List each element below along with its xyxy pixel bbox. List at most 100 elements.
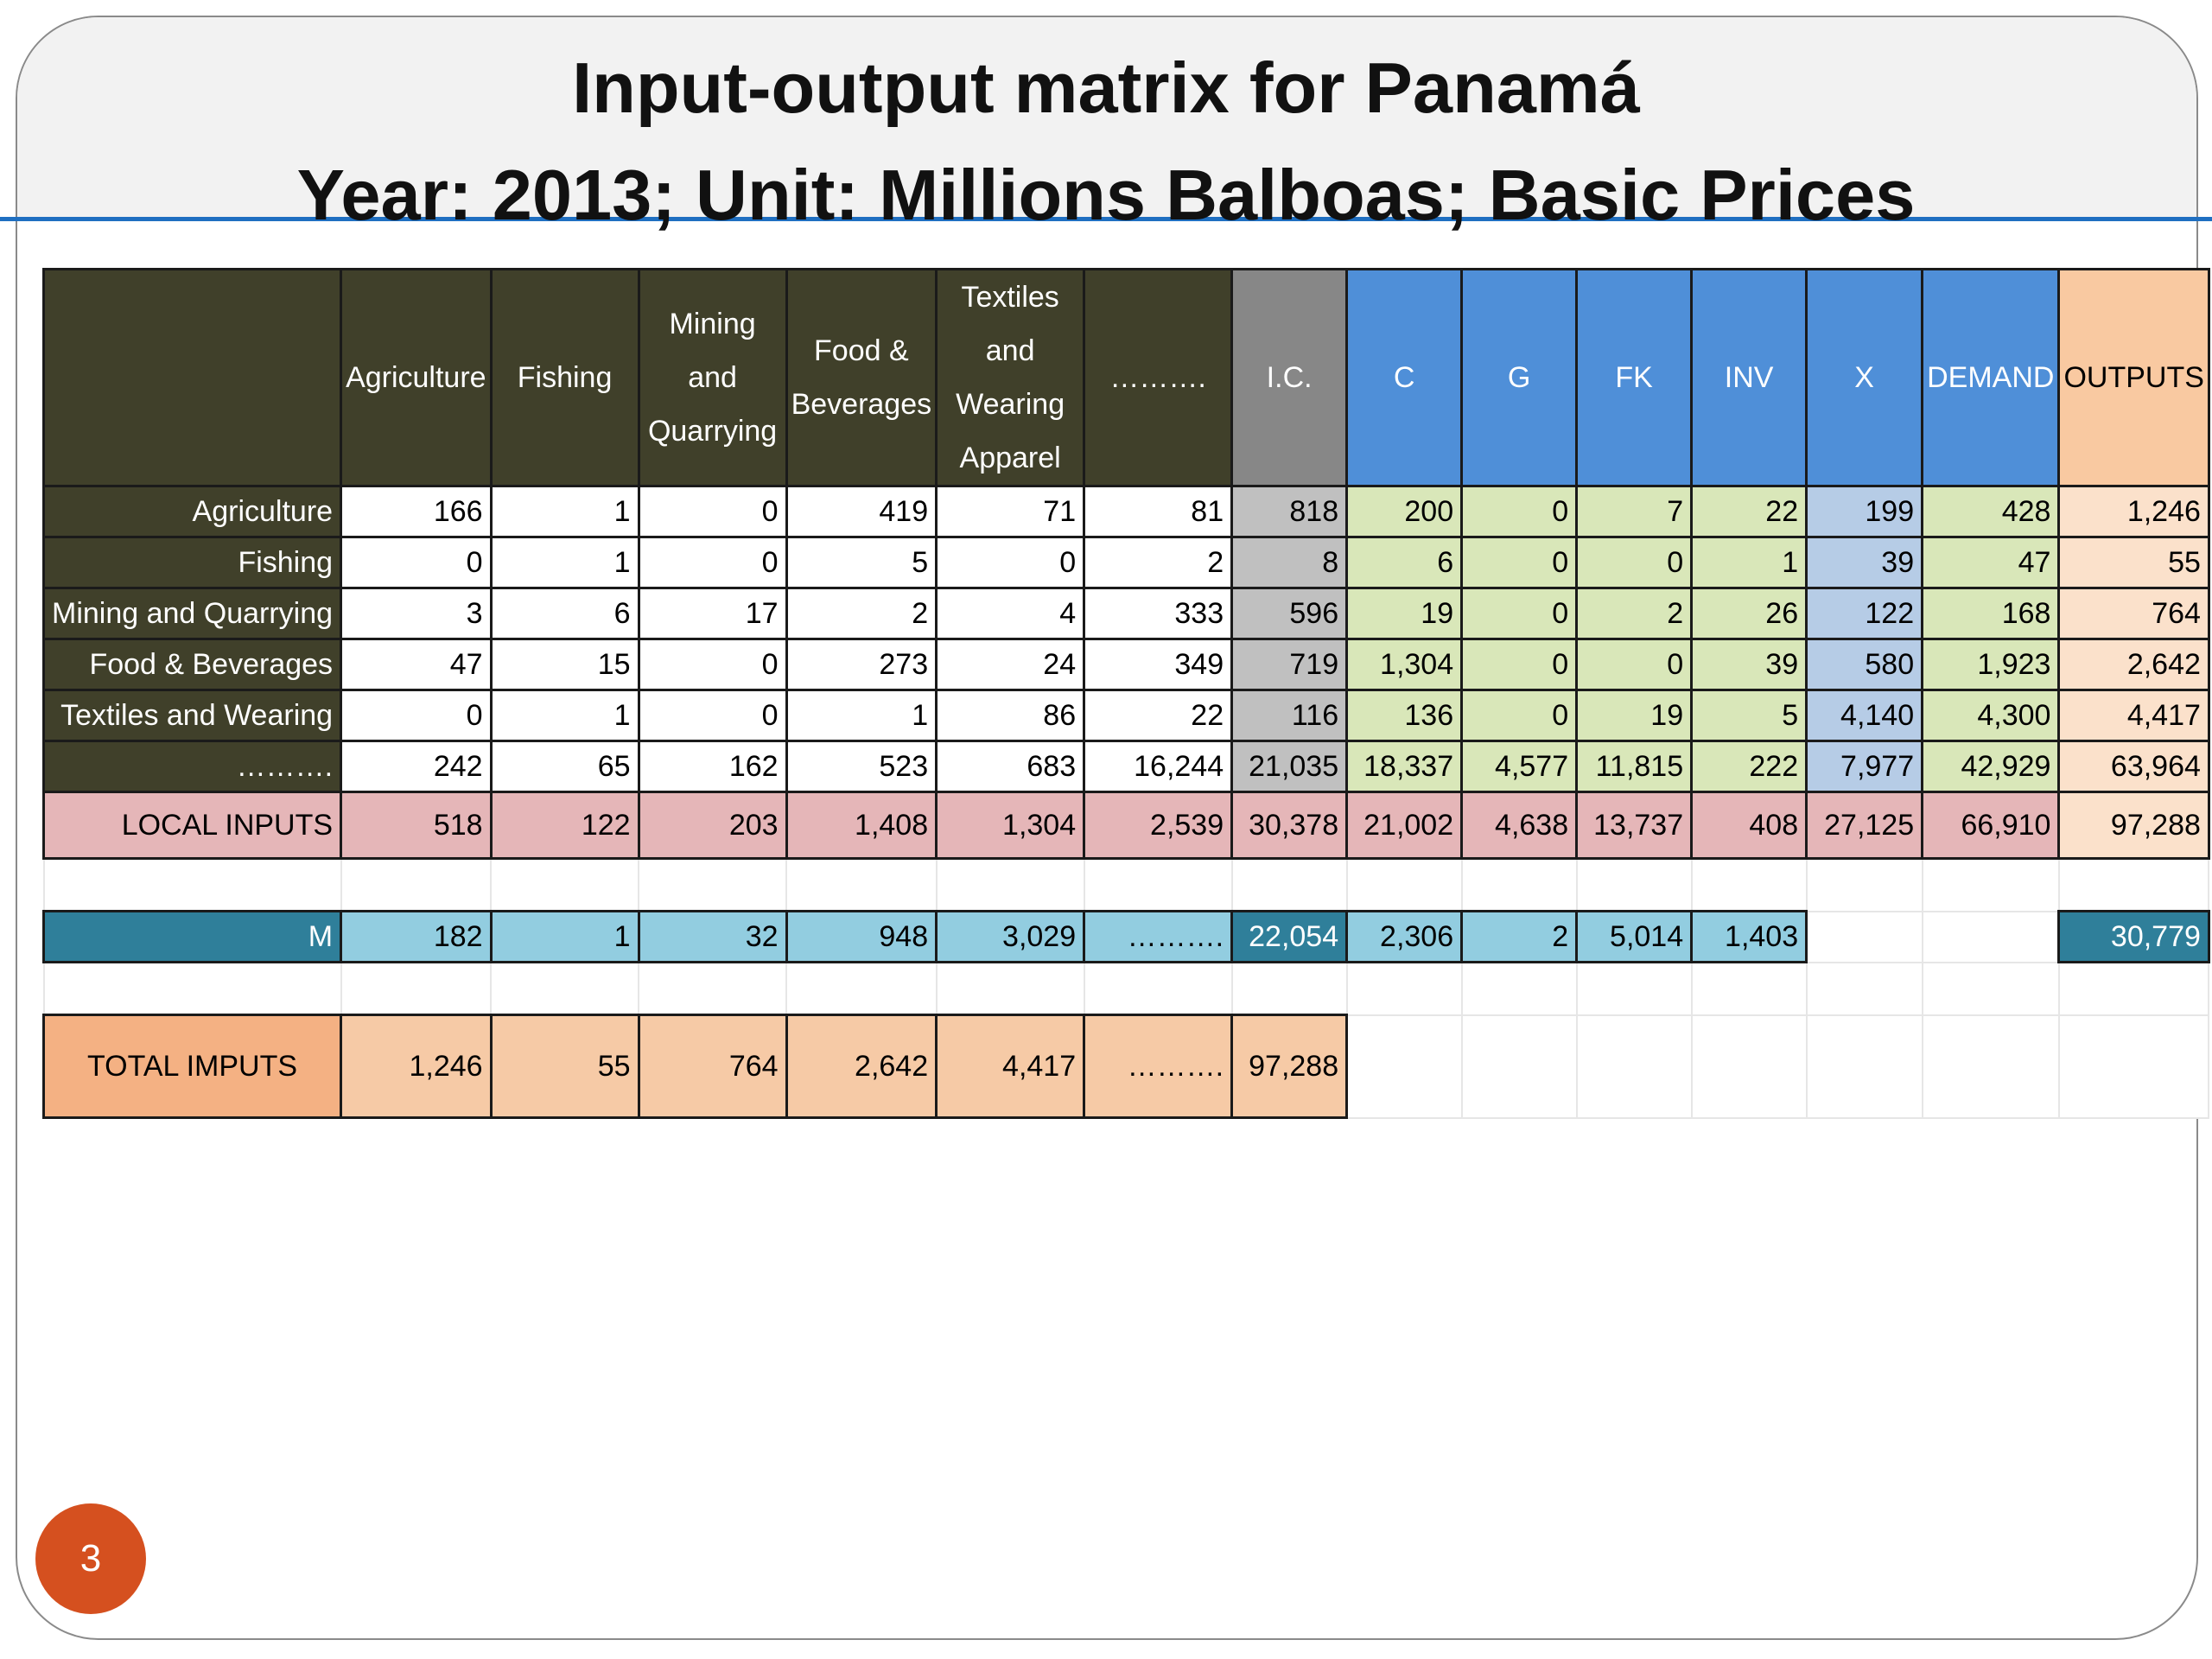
table-cell: 6 — [1345, 536, 1464, 589]
row-label: Mining and Quarrying — [41, 587, 343, 640]
row-label: LOCAL INPUTS — [41, 791, 343, 860]
imports-row: M 182 1 32 948 3,029 ………. 22,054 2,306 2… — [41, 910, 2210, 963]
col-header-x: X — [1805, 268, 1924, 487]
table-cell: 764 — [2057, 587, 2210, 640]
table-cell: 81 — [1083, 485, 1234, 538]
table-row: Agriculture 166 1 0 419 71 81 818 200 0 … — [41, 485, 2210, 538]
table-cell: 7,977 — [1805, 740, 1924, 793]
table-cell: 18,337 — [1345, 740, 1464, 793]
table-cell: 4,417 — [2057, 689, 2210, 742]
table-cell: 5,014 — [1575, 910, 1694, 963]
table-row: Food & Beverages 47 15 0 273 24 349 719 … — [41, 638, 2210, 691]
table-cell: ………. — [1083, 910, 1234, 963]
local-inputs-row: LOCAL INPUTS 518 122 203 1,408 1,304 2,5… — [41, 791, 2210, 860]
spacer-row — [42, 857, 2210, 912]
table-cell: 21,002 — [1345, 791, 1464, 860]
table-cell: 333 — [1083, 587, 1234, 640]
table-cell: 116 — [1230, 689, 1349, 742]
table-cell: 0 — [637, 689, 788, 742]
table-cell: 11,815 — [1575, 740, 1694, 793]
table-cell: 5 — [785, 536, 938, 589]
table-cell: 0 — [340, 689, 493, 742]
table-cell: 30,378 — [1230, 791, 1349, 860]
header-corner — [41, 268, 343, 487]
table-row: Textiles and Wearing 0 1 0 1 86 22 116 1… — [41, 689, 2210, 742]
table-cell: 428 — [1921, 485, 2061, 538]
table-cell: 2,642 — [785, 1014, 938, 1119]
total-inputs-row: TOTAL IMPUTS 1,246 55 764 2,642 4,417 ……… — [41, 1014, 2210, 1119]
table-cell: 7 — [1575, 485, 1694, 538]
table-cell: ………. — [1083, 1014, 1234, 1119]
table-cell: 1 — [489, 536, 640, 589]
table-cell: 27,125 — [1805, 791, 1924, 860]
table-cell: 122 — [1805, 587, 1924, 640]
table-cell: 65 — [489, 740, 640, 793]
table-cell: 136 — [1345, 689, 1464, 742]
table-cell: 47 — [340, 638, 493, 691]
table-cell: 2,539 — [1083, 791, 1234, 860]
table-cell: 408 — [1690, 791, 1808, 860]
col-header-outputs: OUTPUTS — [2057, 268, 2210, 487]
table-cell: 764 — [637, 1014, 788, 1119]
table-cell: 0 — [637, 485, 788, 538]
col-header-food: Food & Beverages — [785, 268, 938, 487]
table-cell: 4 — [935, 587, 1086, 640]
table-row: Fishing 0 1 0 5 0 2 8 6 0 0 1 39 47 55 — [41, 536, 2210, 589]
table-cell: 19 — [1575, 689, 1694, 742]
table-cell: 419 — [785, 485, 938, 538]
table-cell: 8 — [1230, 536, 1349, 589]
table-cell: 22 — [1690, 485, 1808, 538]
table-cell: 2,642 — [2057, 638, 2210, 691]
table-cell: 0 — [1460, 587, 1579, 640]
table-cell: 97,288 — [2057, 791, 2210, 860]
table-cell: 1,923 — [1921, 638, 2061, 691]
table-cell: 86 — [935, 689, 1086, 742]
table-cell: 1,246 — [340, 1014, 493, 1119]
col-header-ic: I.C. — [1230, 268, 1349, 487]
col-header-agriculture: Agriculture — [340, 268, 493, 487]
table-row: ………. 242 65 162 523 683 16,244 21,035 18… — [41, 740, 2210, 793]
table-cell: 1,304 — [935, 791, 1086, 860]
table-cell: 71 — [935, 485, 1086, 538]
table-cell: 166 — [340, 485, 493, 538]
row-label: Textiles and Wearing — [41, 689, 343, 742]
input-output-table: Agriculture Fishing Mining and Quarrying… — [41, 268, 2210, 1119]
table-cell: 2,306 — [1345, 910, 1464, 963]
table-cell: 1,408 — [785, 791, 938, 860]
table-cell: 818 — [1230, 485, 1349, 538]
table-cell: 1 — [785, 689, 938, 742]
table-cell: 4,417 — [935, 1014, 1086, 1119]
table-cell: 0 — [935, 536, 1086, 589]
title-underline — [0, 217, 2212, 221]
table-cell: 47 — [1921, 536, 2061, 589]
table-cell: 349 — [1083, 638, 1234, 691]
table-cell: 42,929 — [1921, 740, 2061, 793]
table-cell: 162 — [637, 740, 788, 793]
row-label: Fishing — [41, 536, 343, 589]
table-cell: 3,029 — [935, 910, 1086, 963]
col-header-textiles: Textiles and Wearing Apparel — [935, 268, 1086, 487]
table-cell: 203 — [637, 791, 788, 860]
table-cell: 719 — [1230, 638, 1349, 691]
table-cell: 3 — [340, 587, 493, 640]
table-cell: 0 — [340, 536, 493, 589]
col-header-mining: Mining and Quarrying — [637, 268, 788, 487]
table-cell: 0 — [1575, 638, 1694, 691]
table-cell: 4,300 — [1921, 689, 2061, 742]
table-cell: 66,910 — [1921, 791, 2061, 860]
table-cell: 523 — [785, 740, 938, 793]
table-cell: 97,288 — [1230, 1014, 1349, 1119]
table-cell: 580 — [1805, 638, 1924, 691]
title-band — [17, 17, 2196, 219]
table-row: Mining and Quarrying 3 6 17 2 4 333 596 … — [41, 587, 2210, 640]
row-label: Food & Beverages — [41, 638, 343, 691]
table-cell: 273 — [785, 638, 938, 691]
table-cell: 1,246 — [2057, 485, 2210, 538]
row-label: TOTAL IMPUTS — [41, 1014, 343, 1119]
table-cell: 0 — [1460, 536, 1579, 589]
table-cell: 0 — [637, 638, 788, 691]
table-cell: 2 — [785, 587, 938, 640]
table-cell: 168 — [1921, 587, 2061, 640]
col-header-g: G — [1460, 268, 1579, 487]
table-cell: 1 — [489, 689, 640, 742]
